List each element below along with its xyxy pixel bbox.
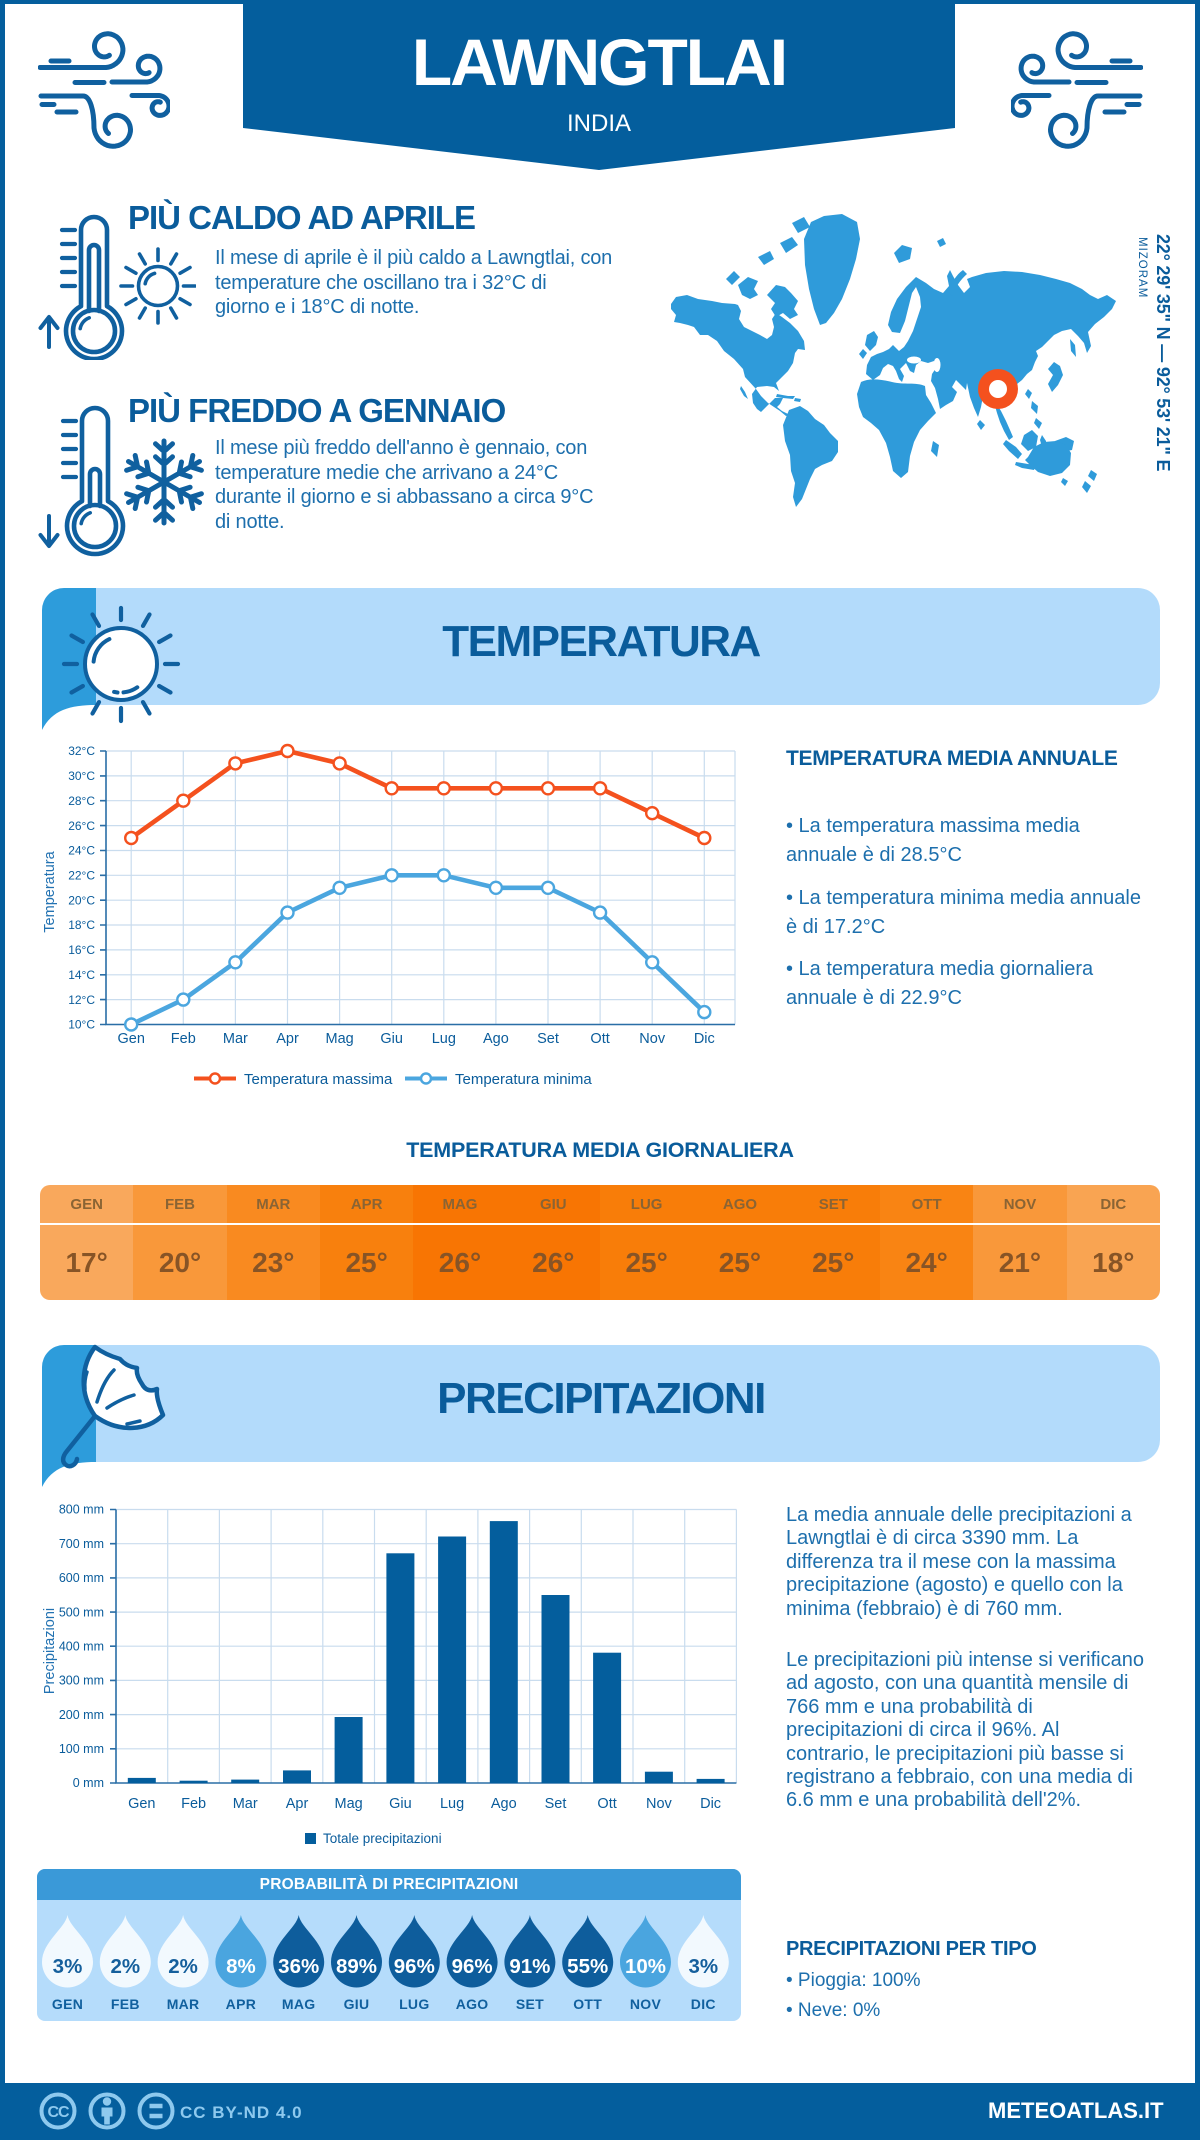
- svg-text:3%: 3%: [53, 1955, 83, 1978]
- svg-text:16°C: 16°C: [68, 943, 95, 957]
- svg-text:Temperatura minima: Temperatura minima: [455, 1071, 592, 1088]
- svg-text:12°C: 12°C: [68, 993, 95, 1007]
- svg-text:2%: 2%: [110, 1955, 140, 1978]
- svg-text:GIU: GIU: [344, 1996, 370, 2012]
- svg-text:18°C: 18°C: [68, 918, 95, 932]
- svg-text:8%: 8%: [226, 1955, 256, 1978]
- svg-text:22°C: 22°C: [68, 869, 95, 883]
- svg-text:Mag: Mag: [325, 1031, 353, 1047]
- svg-text:Set: Set: [545, 1796, 567, 1812]
- svg-text:Precipitazioni: Precipitazioni: [42, 1608, 58, 1694]
- svg-text:20°C: 20°C: [68, 893, 95, 907]
- svg-text:30°C: 30°C: [68, 769, 95, 783]
- svg-text:LUG: LUG: [399, 1996, 429, 2012]
- svg-text:10%: 10%: [625, 1955, 666, 1978]
- svg-text:200 mm: 200 mm: [59, 1708, 104, 1722]
- svg-text:36%: 36%: [278, 1955, 319, 1978]
- svg-text:Mag: Mag: [334, 1796, 362, 1812]
- svg-text:Dic: Dic: [700, 1796, 721, 1812]
- svg-text:FEB: FEB: [111, 1996, 140, 2012]
- svg-text:SET: SET: [516, 1996, 544, 2012]
- svg-text:Lug: Lug: [432, 1031, 456, 1047]
- svg-text:10°C: 10°C: [68, 1018, 95, 1032]
- svg-text:300 mm: 300 mm: [59, 1674, 104, 1688]
- svg-text:26°C: 26°C: [68, 819, 95, 833]
- svg-text:CC BY-ND 4.0: CC BY-ND 4.0: [180, 2103, 303, 2122]
- svg-text:100 mm: 100 mm: [59, 1742, 104, 1756]
- svg-text:14°C: 14°C: [68, 968, 95, 982]
- svg-text:96%: 96%: [394, 1955, 435, 1978]
- svg-text:Temperatura: Temperatura: [42, 850, 58, 932]
- svg-text:55%: 55%: [567, 1955, 608, 1978]
- svg-text:Ago: Ago: [483, 1031, 509, 1047]
- svg-text:24°C: 24°C: [68, 844, 95, 858]
- svg-text:800 mm: 800 mm: [59, 1503, 104, 1517]
- svg-text:APR: APR: [226, 1996, 256, 2012]
- svg-text:700 mm: 700 mm: [59, 1537, 104, 1551]
- svg-text:Nov: Nov: [646, 1796, 673, 1812]
- svg-text:AGO: AGO: [456, 1996, 489, 2012]
- svg-text:Ott: Ott: [597, 1796, 616, 1812]
- svg-text:Mar: Mar: [233, 1796, 258, 1812]
- svg-text:Nov: Nov: [639, 1031, 666, 1047]
- svg-text:Gen: Gen: [128, 1796, 155, 1812]
- svg-text:CC: CC: [47, 2104, 70, 2121]
- svg-text:Temperatura massima: Temperatura massima: [244, 1071, 393, 1088]
- svg-text:Mar: Mar: [223, 1031, 248, 1047]
- svg-text:Apr: Apr: [276, 1031, 299, 1047]
- svg-text:MAG: MAG: [282, 1996, 316, 2012]
- svg-text:0 mm: 0 mm: [73, 1776, 104, 1790]
- svg-text:Ott: Ott: [590, 1031, 609, 1047]
- svg-text:Giu: Giu: [389, 1796, 412, 1812]
- svg-text:Giu: Giu: [380, 1031, 403, 1047]
- svg-text:OTT: OTT: [573, 1996, 602, 2012]
- svg-text:28°C: 28°C: [68, 794, 95, 808]
- svg-text:89%: 89%: [336, 1955, 377, 1978]
- svg-text:2%: 2%: [168, 1955, 198, 1978]
- svg-text:NOV: NOV: [630, 1996, 662, 2012]
- svg-text:GEN: GEN: [52, 1996, 83, 2012]
- svg-text:32°C: 32°C: [68, 744, 95, 758]
- svg-text:Dic: Dic: [694, 1031, 715, 1047]
- svg-text:Gen: Gen: [117, 1031, 144, 1047]
- svg-text:Totale precipitazioni: Totale precipitazioni: [323, 1831, 442, 1846]
- svg-text:96%: 96%: [452, 1955, 493, 1978]
- svg-text:Set: Set: [537, 1031, 559, 1047]
- svg-text:Ago: Ago: [491, 1796, 517, 1812]
- svg-text:400 mm: 400 mm: [59, 1639, 104, 1653]
- svg-text:500 mm: 500 mm: [59, 1605, 104, 1619]
- svg-text:600 mm: 600 mm: [59, 1571, 104, 1585]
- svg-text:91%: 91%: [509, 1955, 550, 1978]
- svg-text:3%: 3%: [688, 1955, 718, 1978]
- svg-text:Apr: Apr: [286, 1796, 309, 1812]
- svg-text:MAR: MAR: [167, 1996, 200, 2012]
- svg-text:Feb: Feb: [171, 1031, 196, 1047]
- svg-text:Lug: Lug: [440, 1796, 464, 1812]
- svg-text:DIC: DIC: [691, 1996, 716, 2012]
- svg-text:Feb: Feb: [181, 1796, 206, 1812]
